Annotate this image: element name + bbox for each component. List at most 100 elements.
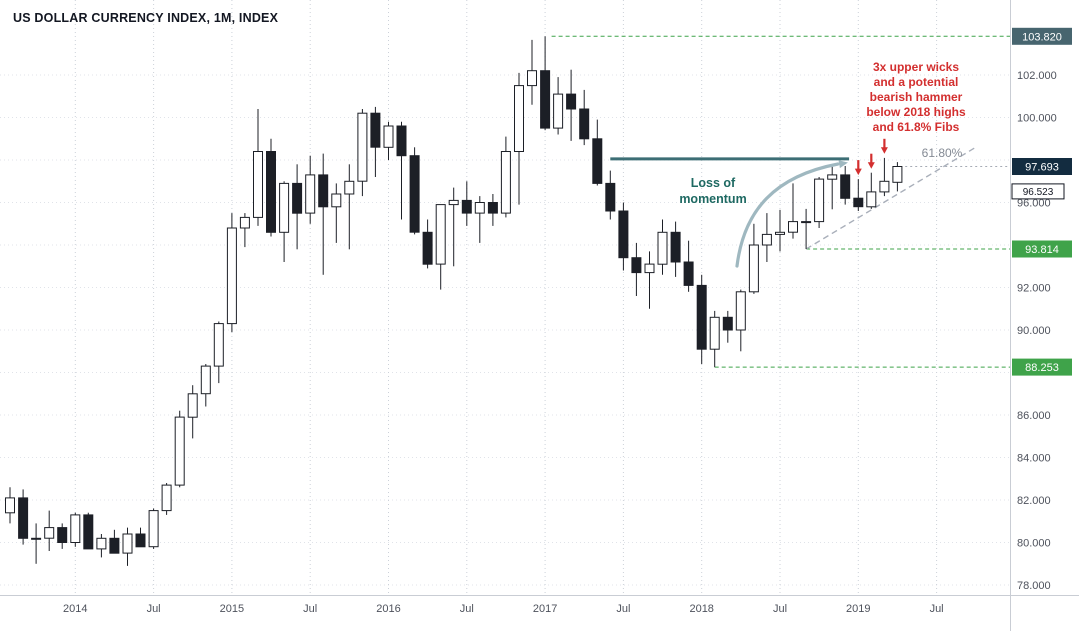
svg-text:92.000: 92.000 [1017,283,1051,295]
svg-text:Jul: Jul [147,603,161,615]
momentum-note-line-1: Loss of [690,176,736,190]
candle [814,177,825,228]
candle [5,487,15,524]
svg-text:97.693: 97.693 [1025,162,1059,174]
candle [474,196,485,243]
bearish-note[interactable]: 3x upper wicks and a potential bearish h… [838,60,994,135]
candle [357,109,368,197]
candle [722,310,733,343]
svg-text:82.000: 82.000 [1017,495,1051,507]
candle [735,289,746,352]
candle [500,136,511,218]
svg-text:78.000: 78.000 [1017,580,1051,592]
price-axis-badge: 88.253 [1012,358,1072,376]
candle [370,106,381,177]
candle [344,164,355,250]
candle [866,172,877,209]
svg-text:Jul: Jul [930,603,944,615]
svg-text:80.000: 80.000 [1017,538,1051,550]
candle [827,166,838,210]
candle [409,147,420,235]
price-axis-badge: 103.820 [1012,27,1072,45]
gridlines [0,0,1010,595]
bearish-note-line-1: 3x upper wicks [872,60,960,74]
svg-text:102.000: 102.000 [1017,70,1057,82]
candle [174,410,185,488]
candle [761,213,772,262]
time-axis[interactable]: 2014 Jul 2015 Jul 2016 Jul 2017 Jul 2018 Jul 2019 J… [0,595,1079,616]
price-axis-badge: 93.814 [1012,240,1072,258]
candle [853,179,864,211]
candle [788,183,798,239]
candle [696,274,707,364]
candle [305,155,316,224]
svg-text:84.000: 84.000 [1017,453,1051,465]
candle [879,157,890,197]
candle [383,121,394,160]
svg-text:2017: 2017 [533,603,557,615]
bearish-note-line-3: bearish hammer [869,90,963,104]
candle [239,213,250,248]
candle [44,510,55,551]
candle [748,223,759,294]
candle [396,121,407,220]
candle [670,221,681,277]
candle [683,240,694,292]
candle [135,527,146,548]
candle [592,119,603,186]
candle [709,310,720,368]
svg-text:93.814: 93.814 [1025,244,1059,256]
svg-text:Jul: Jul [773,603,787,615]
fib-trendline[interactable] [805,146,977,250]
candle [213,321,224,384]
candle [631,242,642,296]
svg-text:2019: 2019 [846,603,870,615]
candle [292,164,303,250]
svg-text:2016: 2016 [376,603,400,615]
svg-text:Jul: Jul [303,603,317,615]
candle [618,202,629,271]
svg-text:96.523: 96.523 [1023,187,1054,198]
momentum-note-line-2: momentum [679,192,747,206]
candle [122,527,133,566]
candle [253,109,263,226]
candle [96,534,107,558]
svg-text:2018: 2018 [689,603,713,615]
svg-text:2014: 2014 [63,603,87,615]
candle [487,194,498,226]
svg-text:96.000: 96.000 [1017,198,1051,210]
svg-text:100.000: 100.000 [1017,113,1057,125]
candle [83,512,94,550]
candle [279,181,290,262]
svg-text:Jul: Jul [460,603,474,615]
svg-text:90.000: 90.000 [1017,325,1051,337]
candle [527,39,537,105]
candle [226,213,237,333]
candle [540,36,551,131]
candle [161,483,172,515]
candle [435,204,446,290]
symbol-title: US DOLLAR CURRENCY INDEX, 1M, INDEX [13,11,279,25]
candle [579,89,590,146]
candle [31,523,42,564]
price-axis[interactable]: 78.000 80.000 82.000 84.000 86.000 90.000 92.0… [1010,0,1073,631]
candle [57,523,68,549]
candle [18,489,29,545]
bearish-wick-arrows[interactable] [854,138,888,176]
candle [644,251,655,309]
key-level-lines[interactable] [551,35,1010,368]
candle [801,208,812,249]
candle [318,153,329,275]
candlesticks [5,36,903,566]
momentum-arrow[interactable] [735,160,848,268]
momentum-note[interactable]: Loss of momentum [658,175,768,207]
svg-text:2015: 2015 [220,603,244,615]
svg-text:88.253: 88.253 [1025,362,1059,374]
svg-text:103.820: 103.820 [1022,31,1062,43]
candle [553,77,564,135]
candle [566,69,577,141]
fib-level-label[interactable]: 61.80% [921,146,963,160]
candle [461,181,472,226]
